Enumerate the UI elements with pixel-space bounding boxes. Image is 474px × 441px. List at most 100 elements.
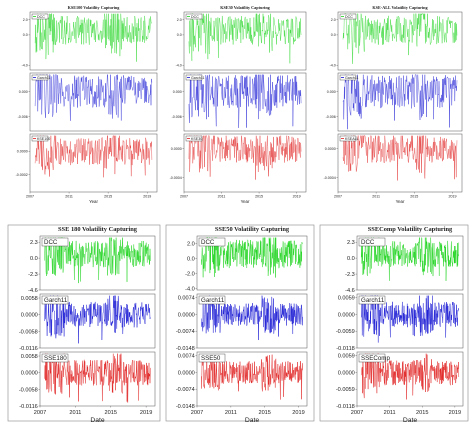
legend-box <box>358 353 386 363</box>
series-line-dcc <box>34 13 153 62</box>
chart-4: SSE 180 Volatility Capturing 2.3 0.0 -2.3 -4… <box>7 224 161 424</box>
x-tick-label: 2019 <box>140 410 152 416</box>
y-tick-label: -4.6 <box>28 288 38 294</box>
panel-garch11: 0.000 -0.006 Garch11 <box>18 72 158 132</box>
y-tick-label: 0.0000 <box>21 371 38 377</box>
y-tick-label: -2.0 <box>185 271 195 277</box>
chart-frame <box>165 224 315 422</box>
x-tick-label: 2011 <box>372 195 380 199</box>
y-tick-label: -0.0059 <box>336 329 355 335</box>
y-tick-label: 0.0000 <box>171 147 182 151</box>
y-tick-label: -4.0 <box>185 286 195 292</box>
x-tick-label: 2007 <box>334 195 342 199</box>
series-line-garch11 <box>201 295 303 341</box>
y-tick-label: 0.000 <box>19 90 28 94</box>
legend-box <box>198 353 226 363</box>
y-tick-label: -0.0002 <box>16 173 28 177</box>
series-line-kseall <box>342 135 458 181</box>
x-tick-label: 2011 <box>384 410 396 416</box>
chart-3: KSE-ALL Volatility Capturing 2.0 0.0 -4.0 DC… <box>324 5 463 204</box>
x-tick-label: 2019 <box>449 410 461 416</box>
x-tick-label: 2015 <box>410 195 418 199</box>
y-tick-label: 0.000 <box>173 90 182 94</box>
y-tick-label: -0.0074 <box>176 387 195 393</box>
legend-label: Garch11 <box>361 297 385 304</box>
y-tick-label: 0.0000 <box>21 313 38 319</box>
x-tick-label: 2011 <box>65 195 73 199</box>
y-tick-label: 2.3 <box>30 240 38 246</box>
legend-label: DCC <box>345 15 353 19</box>
legend-label: Garch11 <box>191 76 205 80</box>
x-tick-label: 2019 <box>448 195 456 199</box>
y-tick-label: -0.0118 <box>336 404 355 410</box>
legend-label: DCC <box>201 239 215 246</box>
y-tick-label: 0.0058 <box>21 296 38 302</box>
y-tick-label: -0.006 <box>172 115 182 119</box>
x-axis-label: Date <box>403 417 418 424</box>
legend-label: SSE50 <box>201 355 221 362</box>
x-tick-label: 2019 <box>143 195 151 199</box>
x-axis-label: Year <box>396 199 405 204</box>
x-axis-label: Date <box>245 417 260 424</box>
y-tick-label: 0.0074 <box>178 296 195 302</box>
legend-box <box>41 353 69 363</box>
chart-title: SSEComp Volatility Capturing <box>368 226 453 233</box>
y-tick-label: 2.0 <box>331 18 336 22</box>
x-tick-label: 2019 <box>292 410 304 416</box>
chart-frame <box>319 224 469 422</box>
y-tick-label: -0.0058 <box>19 387 38 393</box>
y-tick-label: 0.0058 <box>21 354 38 360</box>
legend-label: DCC <box>191 15 199 19</box>
x-tick-label: 2011 <box>225 410 237 416</box>
y-tick-label: -0.0074 <box>176 329 195 335</box>
panel-dcc: 2.0 0.0 -2.0 -4.0 DCC <box>185 235 308 292</box>
series-line-garch11 <box>34 74 153 121</box>
y-tick-label: 2.3 <box>347 240 355 246</box>
series-line-dcc <box>342 13 458 64</box>
series-line-garch11 <box>44 295 151 344</box>
series-line-garch11 <box>342 74 458 130</box>
y-tick-label: 0.0000 <box>325 147 336 151</box>
legend-box <box>198 295 226 305</box>
panel-sse50: 0.0074 0.0000 -0.0074 -0.0148 SSE50 <box>176 351 308 410</box>
x-tick-label: 2015 <box>255 195 263 199</box>
chart-5: SSE50 Volatility Capturing 2.0 0.0 -2.0 -4.0… <box>165 224 315 424</box>
legend-label: DCC <box>37 15 45 19</box>
y-tick-label: 0.000 <box>327 90 336 94</box>
series-line-dcc <box>188 13 302 64</box>
legend-box <box>31 135 49 142</box>
panel-kseall: 0.0000 -0.0004 KSEALL <box>324 133 463 193</box>
panel-dcc: 2.0 0.0 -4.0 DCC <box>330 11 463 71</box>
y-tick-label: 0.0074 <box>178 354 195 360</box>
panel-garch11: 0.0058 0.0000 -0.0058 -0.0116 Garch11 <box>19 293 156 352</box>
legend-box <box>358 295 386 305</box>
series-line-sse180 <box>44 353 151 403</box>
x-tick-label: 2007 <box>180 195 188 199</box>
legend-box <box>185 74 203 81</box>
y-tick-label: -4.0 <box>330 64 336 68</box>
y-tick-label: 2.0 <box>187 241 195 247</box>
y-tick-label: -0.0148 <box>176 346 195 352</box>
panel-garch11: 0.000 -0.006 Garch11 <box>172 72 307 132</box>
y-tick-label: -4.0 <box>176 64 182 68</box>
legend-label: Garch11 <box>37 76 51 80</box>
y-tick-label: 0.0000 <box>17 150 28 154</box>
chart-6: SSEComp Volatility Capturing 2.3 0.0 -2.3 -4… <box>319 224 469 424</box>
panel-dcc: 2.3 0.0 -2.3 -4.6 DCC <box>345 235 464 294</box>
x-tick-label: 2015 <box>416 410 428 416</box>
panel-dcc: 2.0 0.0 -4.0 DCC <box>176 11 307 71</box>
x-tick-label: 2019 <box>293 195 301 199</box>
x-axis-label: Year <box>241 199 250 204</box>
series-line-dcc <box>201 237 303 278</box>
series-line-ssecomp <box>360 353 460 400</box>
y-tick-label: 0.0000 <box>178 312 195 318</box>
legend-box <box>185 135 203 142</box>
x-tick-label: 2007 <box>34 410 46 416</box>
x-tick-label: 2011 <box>218 195 226 199</box>
legend-box <box>339 135 357 142</box>
y-tick-label: -0.0118 <box>336 346 355 352</box>
y-tick-label: -0.0116 <box>19 404 38 410</box>
y-tick-label: 0.0 <box>177 33 182 37</box>
legend-box <box>358 237 386 247</box>
y-tick-label: -2.3 <box>28 272 38 278</box>
